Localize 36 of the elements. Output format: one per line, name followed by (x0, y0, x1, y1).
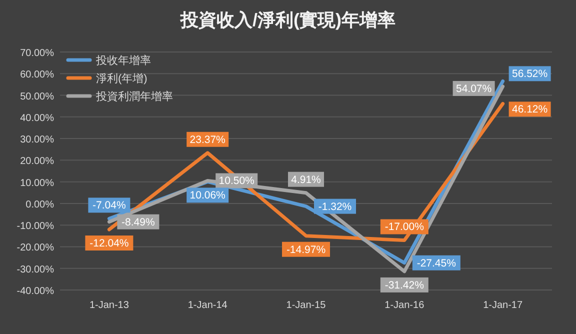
y-tick-label: -40.00% (16, 286, 54, 297)
data-label: -14.97% (286, 244, 326, 256)
data-label: -12.04% (90, 238, 129, 250)
y-tick-label: 60.00% (20, 70, 54, 81)
y-tick-label: -20.00% (16, 242, 54, 254)
legend-label: 投收年增率 (95, 54, 151, 67)
data-label: -1.32% (318, 200, 352, 213)
data-label: 23.37% (190, 134, 226, 146)
data-label: -8.49% (122, 216, 155, 228)
data-label: -27.45% (416, 257, 456, 270)
y-tick-label: 50.00% (20, 91, 54, 102)
chart-title: 投資收入/淨利(實現)年增率 (180, 10, 396, 30)
data-label: -31.42% (384, 279, 424, 292)
legend-label: 淨利(年增) (96, 72, 148, 85)
y-tick-label: 30.00% (20, 134, 54, 146)
y-tick-label: 70.00% (20, 48, 54, 59)
y-tick-label: 20.00% (20, 156, 54, 168)
data-label: 10.50% (218, 175, 254, 188)
data-label: -7.04% (92, 200, 126, 212)
data-label: 46.12% (512, 104, 548, 116)
data-label: 4.91% (291, 174, 321, 186)
x-tick-label: 1-Jan-13 (89, 300, 130, 311)
y-tick-label: -10.00% (16, 221, 54, 232)
x-tick-label: 1-Jan-17 (483, 300, 523, 311)
x-tick-label: 1-Jan-15 (286, 300, 326, 311)
y-tick-label: 0.00% (26, 199, 54, 210)
data-label: 56.52% (512, 68, 548, 80)
x-tick-label: 1-Jan-14 (188, 300, 228, 311)
y-tick-label: 10.00% (20, 178, 54, 189)
data-label: 10.06% (190, 190, 226, 202)
x-tick-label: 1-Jan-16 (384, 300, 425, 311)
legend-label: 投資利潤年增率 (95, 90, 173, 103)
y-tick-label: 40.00% (20, 112, 54, 124)
data-label: 54.07% (456, 82, 492, 95)
data-label: -17.00% (384, 221, 424, 234)
y-tick-label: -30.00% (16, 264, 54, 276)
